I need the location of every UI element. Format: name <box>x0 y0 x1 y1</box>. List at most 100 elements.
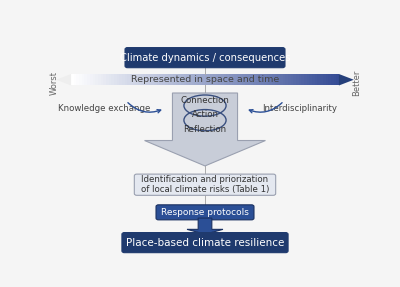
Text: Connection: Connection <box>180 96 230 105</box>
Polygon shape <box>168 74 170 86</box>
Polygon shape <box>320 74 323 86</box>
Polygon shape <box>127 74 130 86</box>
Text: Response protocols: Response protocols <box>161 208 249 217</box>
Polygon shape <box>176 74 178 86</box>
Polygon shape <box>133 74 135 86</box>
Text: Better: Better <box>352 70 361 96</box>
Polygon shape <box>178 74 181 86</box>
Text: Climate dynamics / consequences: Climate dynamics / consequences <box>120 53 290 63</box>
Polygon shape <box>267 74 269 86</box>
Polygon shape <box>56 74 71 86</box>
Polygon shape <box>216 74 218 86</box>
Polygon shape <box>229 74 232 86</box>
Polygon shape <box>237 74 240 86</box>
Polygon shape <box>114 74 117 86</box>
Polygon shape <box>138 74 141 86</box>
Polygon shape <box>213 74 216 86</box>
Polygon shape <box>84 74 87 86</box>
Polygon shape <box>326 74 328 86</box>
Polygon shape <box>202 74 205 86</box>
Polygon shape <box>71 74 74 86</box>
Polygon shape <box>117 74 119 86</box>
Polygon shape <box>90 74 92 86</box>
Polygon shape <box>187 218 223 234</box>
Text: Action: Action <box>192 110 218 119</box>
Polygon shape <box>293 74 296 86</box>
Polygon shape <box>143 74 146 86</box>
Polygon shape <box>100 74 103 86</box>
Polygon shape <box>221 74 224 86</box>
Polygon shape <box>323 74 326 86</box>
Polygon shape <box>331 74 334 86</box>
Polygon shape <box>208 74 210 86</box>
Polygon shape <box>106 74 108 86</box>
Polygon shape <box>258 74 261 86</box>
Polygon shape <box>135 74 138 86</box>
Polygon shape <box>194 74 197 86</box>
FancyBboxPatch shape <box>125 48 285 68</box>
Polygon shape <box>82 74 84 86</box>
Polygon shape <box>192 74 194 86</box>
Polygon shape <box>130 74 133 86</box>
FancyArrowPatch shape <box>249 103 282 113</box>
Polygon shape <box>315 74 318 86</box>
Polygon shape <box>119 74 122 86</box>
Polygon shape <box>224 74 226 86</box>
Polygon shape <box>275 74 277 86</box>
Polygon shape <box>304 74 307 86</box>
Polygon shape <box>74 74 76 86</box>
Polygon shape <box>186 74 189 86</box>
Polygon shape <box>184 74 186 86</box>
Polygon shape <box>277 74 280 86</box>
FancyArrowPatch shape <box>128 103 161 113</box>
Polygon shape <box>285 74 288 86</box>
Polygon shape <box>95 74 98 86</box>
Polygon shape <box>272 74 275 86</box>
Polygon shape <box>189 74 192 86</box>
Polygon shape <box>170 74 173 86</box>
Polygon shape <box>98 74 100 86</box>
Polygon shape <box>144 93 266 166</box>
Polygon shape <box>149 74 152 86</box>
Text: Interdisciplinarity: Interdisciplinarity <box>262 104 337 113</box>
Polygon shape <box>141 74 143 86</box>
Polygon shape <box>242 74 245 86</box>
Text: Worst: Worst <box>49 71 58 95</box>
Polygon shape <box>312 74 315 86</box>
Polygon shape <box>250 74 253 86</box>
Polygon shape <box>200 74 202 86</box>
Text: Identification and priorization
of local climate risks (Table 1): Identification and priorization of local… <box>141 175 269 194</box>
Polygon shape <box>146 74 149 86</box>
Polygon shape <box>261 74 264 86</box>
Polygon shape <box>87 74 90 86</box>
Polygon shape <box>328 74 331 86</box>
Polygon shape <box>234 74 237 86</box>
Polygon shape <box>181 74 184 86</box>
Polygon shape <box>157 74 160 86</box>
Polygon shape <box>162 74 165 86</box>
Polygon shape <box>160 74 162 86</box>
Polygon shape <box>79 74 82 86</box>
Polygon shape <box>197 74 200 86</box>
Polygon shape <box>152 74 154 86</box>
Text: Place-based climate resilience: Place-based climate resilience <box>126 238 284 248</box>
Polygon shape <box>307 74 310 86</box>
Polygon shape <box>125 74 127 86</box>
Polygon shape <box>210 74 213 86</box>
FancyBboxPatch shape <box>134 174 276 195</box>
Polygon shape <box>218 74 221 86</box>
Polygon shape <box>310 74 312 86</box>
Polygon shape <box>165 74 168 86</box>
Polygon shape <box>269 74 272 86</box>
FancyBboxPatch shape <box>122 232 288 253</box>
Polygon shape <box>280 74 283 86</box>
Polygon shape <box>291 74 293 86</box>
Polygon shape <box>256 74 258 86</box>
Polygon shape <box>232 74 234 86</box>
Polygon shape <box>173 74 176 86</box>
Polygon shape <box>154 74 157 86</box>
Polygon shape <box>336 74 339 86</box>
Polygon shape <box>296 74 299 86</box>
Polygon shape <box>111 74 114 86</box>
Polygon shape <box>248 74 250 86</box>
